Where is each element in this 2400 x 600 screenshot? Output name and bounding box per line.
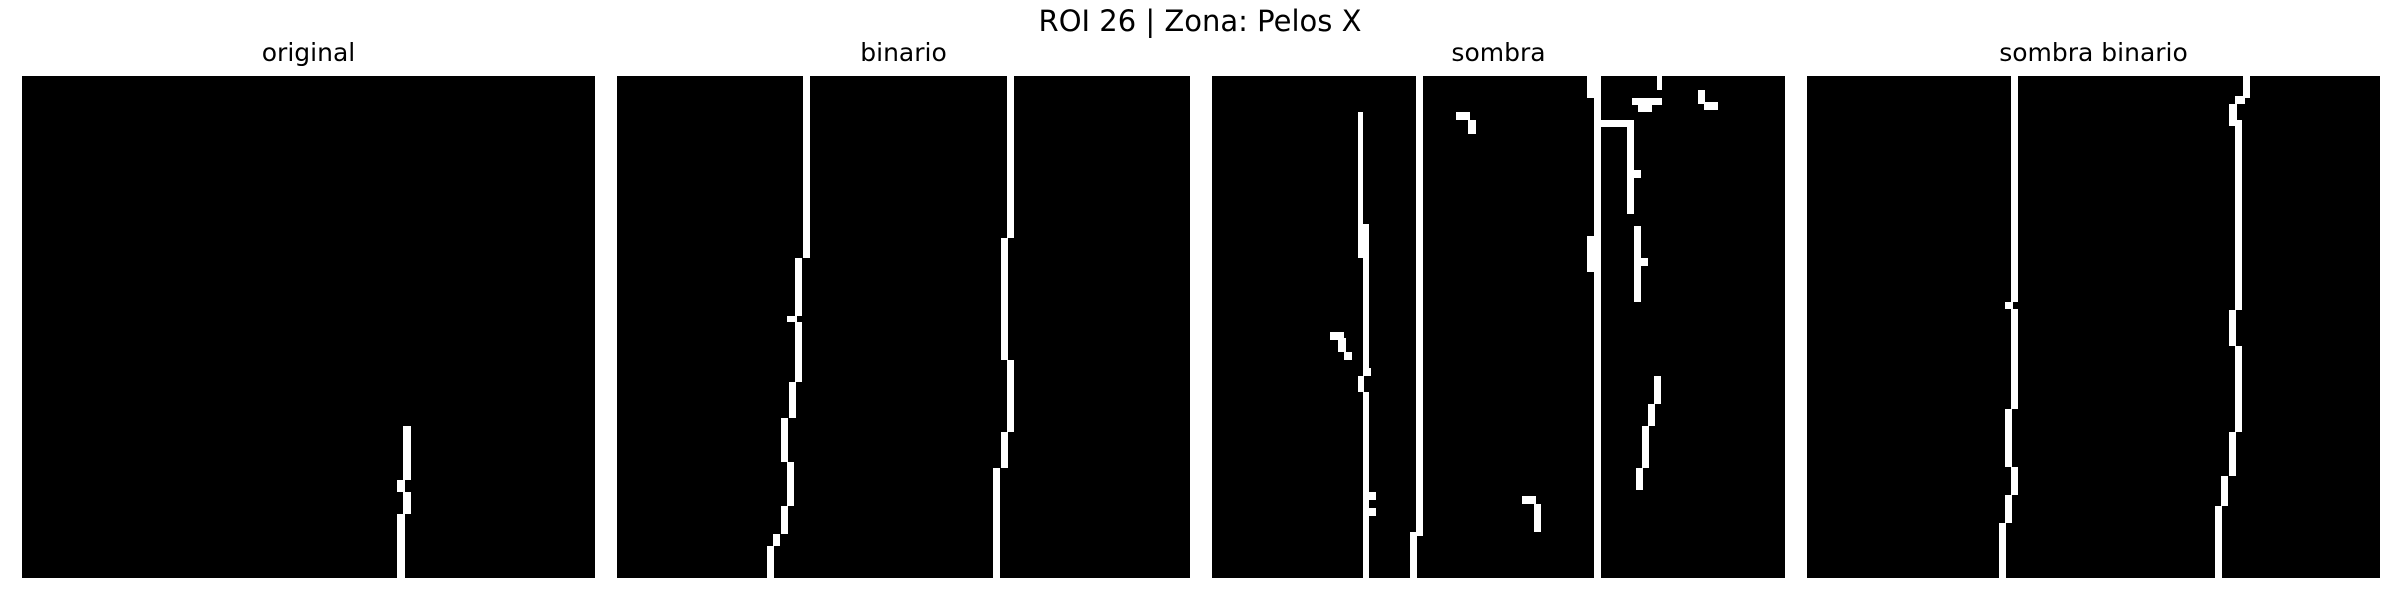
hair-line-left: [767, 76, 810, 578]
shadow-line-right: [1587, 76, 1648, 578]
original-image: [397, 426, 411, 578]
panel-title-sombra: sombra: [1451, 38, 1546, 67]
shadow-fragments: [1330, 76, 1718, 532]
sombra-binario-image: [1999, 76, 2250, 578]
sombra-image: [1330, 76, 1718, 578]
figure-title: ROI 26 | Zona: Pelos X: [1038, 4, 1362, 38]
panel-binario: [617, 76, 1190, 578]
hair-line-left: [1999, 76, 2018, 578]
panel-original: [22, 76, 595, 578]
panel-sombra: [1212, 76, 1785, 578]
binario-image: [767, 76, 1014, 578]
panel-title-binario: binario: [860, 38, 947, 67]
shadow-line-left: [1358, 112, 1376, 578]
hair-line-right: [2215, 76, 2250, 578]
panel-title-sombra-binario: sombra binario: [1999, 38, 2188, 67]
panel-sombra-binario: [1807, 76, 2380, 578]
hair-stroke: [397, 426, 411, 578]
hair-line-right: [993, 76, 1014, 578]
panel-title-original: original: [261, 38, 356, 67]
shadow-line-center: [1410, 76, 1423, 578]
